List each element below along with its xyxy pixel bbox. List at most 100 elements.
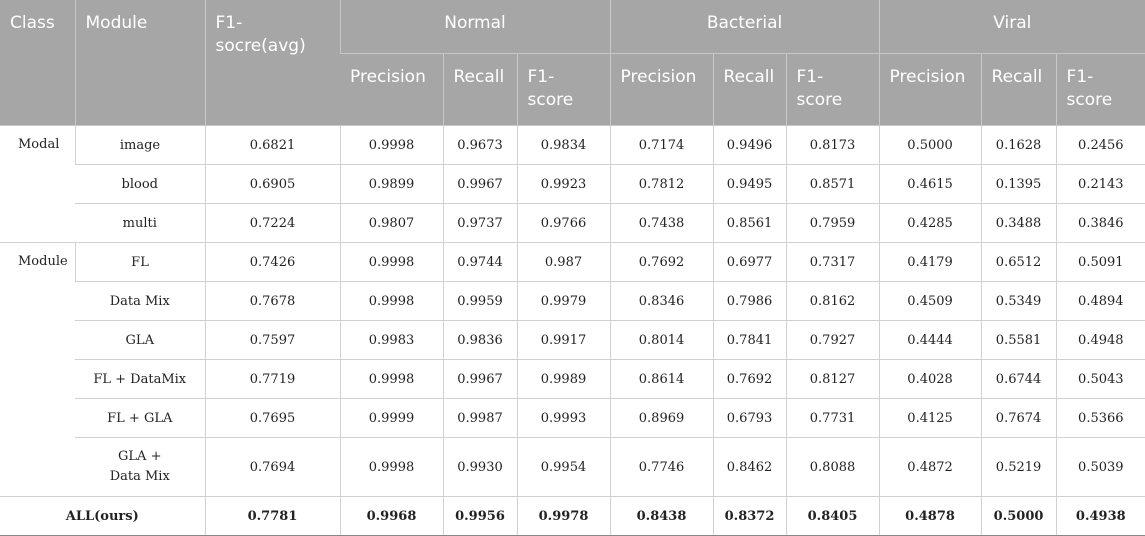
- metric-value: 0.7841: [712, 320, 787, 360]
- metric-value: 0.9930: [442, 437, 517, 497]
- metric-value: 0.7674: [980, 398, 1057, 438]
- metric-value: 0.8462: [712, 437, 787, 497]
- metric-value: 0.7692: [609, 242, 714, 282]
- table-row: GLA 0.7597 0.9983 0.9836 0.9917 0.8014 0.7841 0…: [0, 320, 1145, 360]
- row-module-label: FL + DataMix: [75, 359, 205, 399]
- row-module-label: FL: [74, 242, 205, 282]
- metric-value: 0.8614: [609, 359, 714, 399]
- metric-value: 0.6821: [204, 125, 340, 165]
- row-module-label: GLA + Data Mix: [75, 437, 205, 497]
- total-value: 0.9968: [339, 496, 443, 536]
- header-module: Module: [74, 0, 205, 126]
- table-body: Modal image 0.6821 0.9998 0.9673 0.9834 0.7174…: [0, 125, 1145, 536]
- total-value: 0.5000: [980, 496, 1057, 536]
- metric-value: 0.8571: [785, 164, 880, 204]
- metric-value: 0.9954: [516, 437, 611, 497]
- metric-value: 0.9998: [339, 242, 443, 282]
- metric-value: 0.7719: [204, 359, 340, 399]
- metric-value: 0.6977: [712, 242, 787, 282]
- metric-value: 0.9744: [442, 242, 517, 282]
- header-bacterial-f1: F1-score: [785, 53, 880, 126]
- total-value: 0.8405: [785, 496, 880, 536]
- header-bacterial-recall: Recall: [712, 53, 787, 126]
- metric-value: 0.3488: [980, 203, 1057, 243]
- metric-value: 0.9673: [442, 125, 517, 165]
- metric-value: 0.5043: [1055, 359, 1145, 399]
- metric-value: 0.9989: [516, 359, 611, 399]
- row-module-label: GLA: [75, 320, 205, 360]
- metric-value: 0.4894: [1055, 281, 1145, 321]
- metric-value: 0.9998: [339, 281, 443, 321]
- metric-value: 0.8969: [609, 398, 714, 438]
- total-value: 0.8438: [609, 496, 714, 536]
- metric-value: 0.8173: [785, 125, 880, 165]
- metric-value: 0.9899: [339, 164, 443, 204]
- metric-value: 0.6905: [204, 164, 340, 204]
- metric-value: 0.9999: [339, 398, 443, 438]
- metric-value: 0.7692: [712, 359, 787, 399]
- metric-value: 0.7317: [785, 242, 880, 282]
- header-viral-f1: F1-score: [1055, 53, 1145, 126]
- table-row: blood 0.6905 0.9899 0.9967 0.9923 0.7812 0.949…: [0, 164, 1145, 204]
- row-module-label: multi: [75, 203, 205, 243]
- table-row: FL + DataMix 0.7719 0.9998 0.9967 0.9989 0.86…: [0, 359, 1145, 399]
- metric-value: 0.5349: [980, 281, 1057, 321]
- metric-value: 0.9983: [339, 320, 443, 360]
- metric-value: 0.4615: [878, 164, 982, 204]
- metric-value: 0.4444: [878, 320, 982, 360]
- metric-value: 0.9766: [516, 203, 611, 243]
- row-module-label: FL + GLA: [75, 398, 205, 438]
- total-value: 0.7781: [204, 496, 340, 536]
- metric-value: 0.2143: [1055, 164, 1145, 204]
- metric-value: 0.5219: [980, 437, 1057, 497]
- metric-value: 0.6744: [980, 359, 1057, 399]
- header-group-bacterial: Bacterial: [609, 0, 880, 54]
- header-class: Class: [0, 0, 75, 126]
- metric-value: 0.7986: [712, 281, 787, 321]
- metric-value: 0.7438: [609, 203, 714, 243]
- metric-value: 0.5039: [1055, 437, 1145, 497]
- metric-value: 0.7695: [204, 398, 340, 438]
- total-value: 0.4938: [1055, 496, 1145, 536]
- row-class-label: Modal: [0, 125, 75, 243]
- table-row: GLA + Data Mix 0.7694 0.9998 0.9930 0.9954 0.…: [0, 437, 1145, 497]
- metric-value: 0.7224: [204, 203, 340, 243]
- metric-value: 0.5366: [1055, 398, 1145, 438]
- row-module-label: image: [74, 125, 205, 165]
- table-row: Data Mix 0.7678 0.9998 0.9959 0.9979 0.8346 0.…: [0, 281, 1145, 321]
- metric-value: 0.8162: [785, 281, 880, 321]
- table-header: Class Module F1-socre(avg) Normal Bacter…: [0, 0, 1145, 126]
- metric-value: 0.4509: [878, 281, 982, 321]
- metric-value: 0.9979: [516, 281, 611, 321]
- total-value: 0.8372: [712, 496, 787, 536]
- metric-value: 0.9807: [339, 203, 443, 243]
- metric-value: 0.7959: [785, 203, 880, 243]
- metric-value: 0.5091: [1055, 242, 1145, 282]
- metric-value: 0.9923: [516, 164, 611, 204]
- metric-value: 0.4179: [878, 242, 982, 282]
- metric-value: 0.5581: [980, 320, 1057, 360]
- metric-value: 0.9737: [442, 203, 517, 243]
- metric-value: 0.7812: [609, 164, 714, 204]
- metric-value: 0.6793: [712, 398, 787, 438]
- total-row: ALL(ours) 0.7781 0.9968 0.9956 0.9978 0.8438 0…: [0, 496, 1145, 536]
- table-row: Module FL 0.7426 0.9998 0.9744 0.987 0.7692 0.6…: [0, 242, 1145, 497]
- header-viral-recall: Recall: [980, 53, 1057, 126]
- metric-value: 0.7426: [204, 242, 340, 282]
- metric-value: 0.7694: [204, 437, 340, 497]
- header-f1-avg: F1-socre(avg): [204, 0, 340, 126]
- metric-value: 0.9998: [339, 125, 443, 165]
- metric-value: 0.2456: [1055, 125, 1145, 165]
- metric-value: 0.9967: [442, 359, 517, 399]
- metric-value: 0.9834: [516, 125, 611, 165]
- metric-value: 0.4285: [878, 203, 982, 243]
- metric-value: 0.7678: [204, 281, 340, 321]
- header-normal-precision: Precision: [340, 53, 443, 126]
- header-normal-recall: Recall: [442, 53, 517, 126]
- metric-value: 0.7174: [609, 125, 714, 165]
- metric-value: 0.9967: [442, 164, 517, 204]
- total-value: 0.4878: [878, 496, 982, 536]
- metric-value: 0.9987: [442, 398, 517, 438]
- metric-value: 0.1628: [980, 125, 1057, 165]
